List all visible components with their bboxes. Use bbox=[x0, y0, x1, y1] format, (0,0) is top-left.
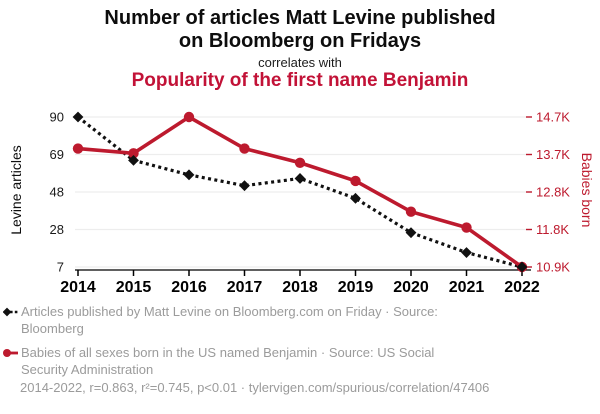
data-point-diamond bbox=[350, 192, 361, 204]
series-line-diamond bbox=[77, 115, 523, 269]
data-point-diamond bbox=[294, 173, 306, 184]
data-point-diamond bbox=[183, 169, 195, 181]
x-tick-label: 2018 bbox=[282, 279, 318, 296]
data-point-circle bbox=[405, 206, 417, 217]
left-tick-label: 90 bbox=[50, 110, 64, 125]
data-point-diamond bbox=[72, 111, 84, 123]
x-tick-label: 2022 bbox=[504, 279, 540, 296]
x-tick-label: 2016 bbox=[171, 279, 207, 296]
right-tick-label: 11.8K bbox=[536, 222, 569, 237]
data-point-circle bbox=[128, 148, 139, 159]
right-tick-label: 14.7K bbox=[536, 110, 570, 125]
chart-subtitle: Popularity of the first name Benjamin bbox=[131, 70, 469, 91]
data-point-diamond bbox=[461, 247, 472, 258]
right-tick-label: 12.8K bbox=[536, 185, 570, 200]
left-tick-label: 7 bbox=[57, 260, 64, 275]
right-tick-label: 13.7K bbox=[536, 147, 570, 162]
data-point-circle bbox=[239, 143, 250, 154]
data-point-circle bbox=[183, 111, 195, 123]
right-axis-title: Babies born bbox=[579, 152, 595, 228]
circle-solid-line-icon bbox=[3, 349, 18, 357]
x-tick-label: 2015 bbox=[116, 279, 152, 296]
chart-title: Number of articles Matt Levine published… bbox=[0, 7, 600, 53]
left-axis-title: Levine articles bbox=[8, 145, 24, 235]
x-tick-label: 2021 bbox=[449, 279, 485, 296]
data-point-diamond bbox=[239, 180, 250, 192]
x-tick-label: 2019 bbox=[338, 279, 374, 296]
left-tick-label: 48 bbox=[50, 185, 64, 200]
legend-label-babies: Babies of all sexes born in the US named… bbox=[21, 345, 435, 377]
chart-svg: 90 14.7K 69 13.7K 48 12.8K 28 11.8K 7 10.9K 2014 20… bbox=[50, 110, 571, 297]
legend: Articles published by Matt Levine on Blo… bbox=[3, 303, 583, 385]
stats-footnote: 2014-2022, r=0.863, r²=0.745, p<0.01 · t… bbox=[20, 380, 490, 395]
legend-item-babies: Babies of all sexes born in the US named… bbox=[3, 344, 583, 378]
chart-title-line1: Number of articles Matt Levine published bbox=[104, 7, 496, 29]
legend-label-articles: Articles published by Matt Levine on Blo… bbox=[21, 304, 438, 336]
diamond-dashed-line-icon bbox=[3, 307, 18, 317]
data-point-circle bbox=[294, 157, 306, 168]
data-point-circle bbox=[461, 222, 472, 233]
legend-item-articles: Articles published by Matt Levine on Blo… bbox=[3, 303, 583, 337]
left-tick-label: 28 bbox=[50, 222, 64, 237]
chart-title-line2: on Bloomberg on Fridays bbox=[178, 30, 422, 52]
correlates-with-text: correlates with bbox=[258, 55, 342, 70]
right-tick-label: 10.9K bbox=[536, 260, 570, 275]
data-point-circle bbox=[72, 143, 84, 154]
x-tick-label: 2014 bbox=[60, 279, 96, 296]
x-tick-label: 2017 bbox=[227, 279, 263, 296]
left-tick-label: 69 bbox=[50, 147, 64, 162]
data-point-diamond bbox=[405, 227, 417, 239]
x-tick-label: 2020 bbox=[393, 279, 429, 296]
data-point-circle bbox=[350, 175, 361, 187]
